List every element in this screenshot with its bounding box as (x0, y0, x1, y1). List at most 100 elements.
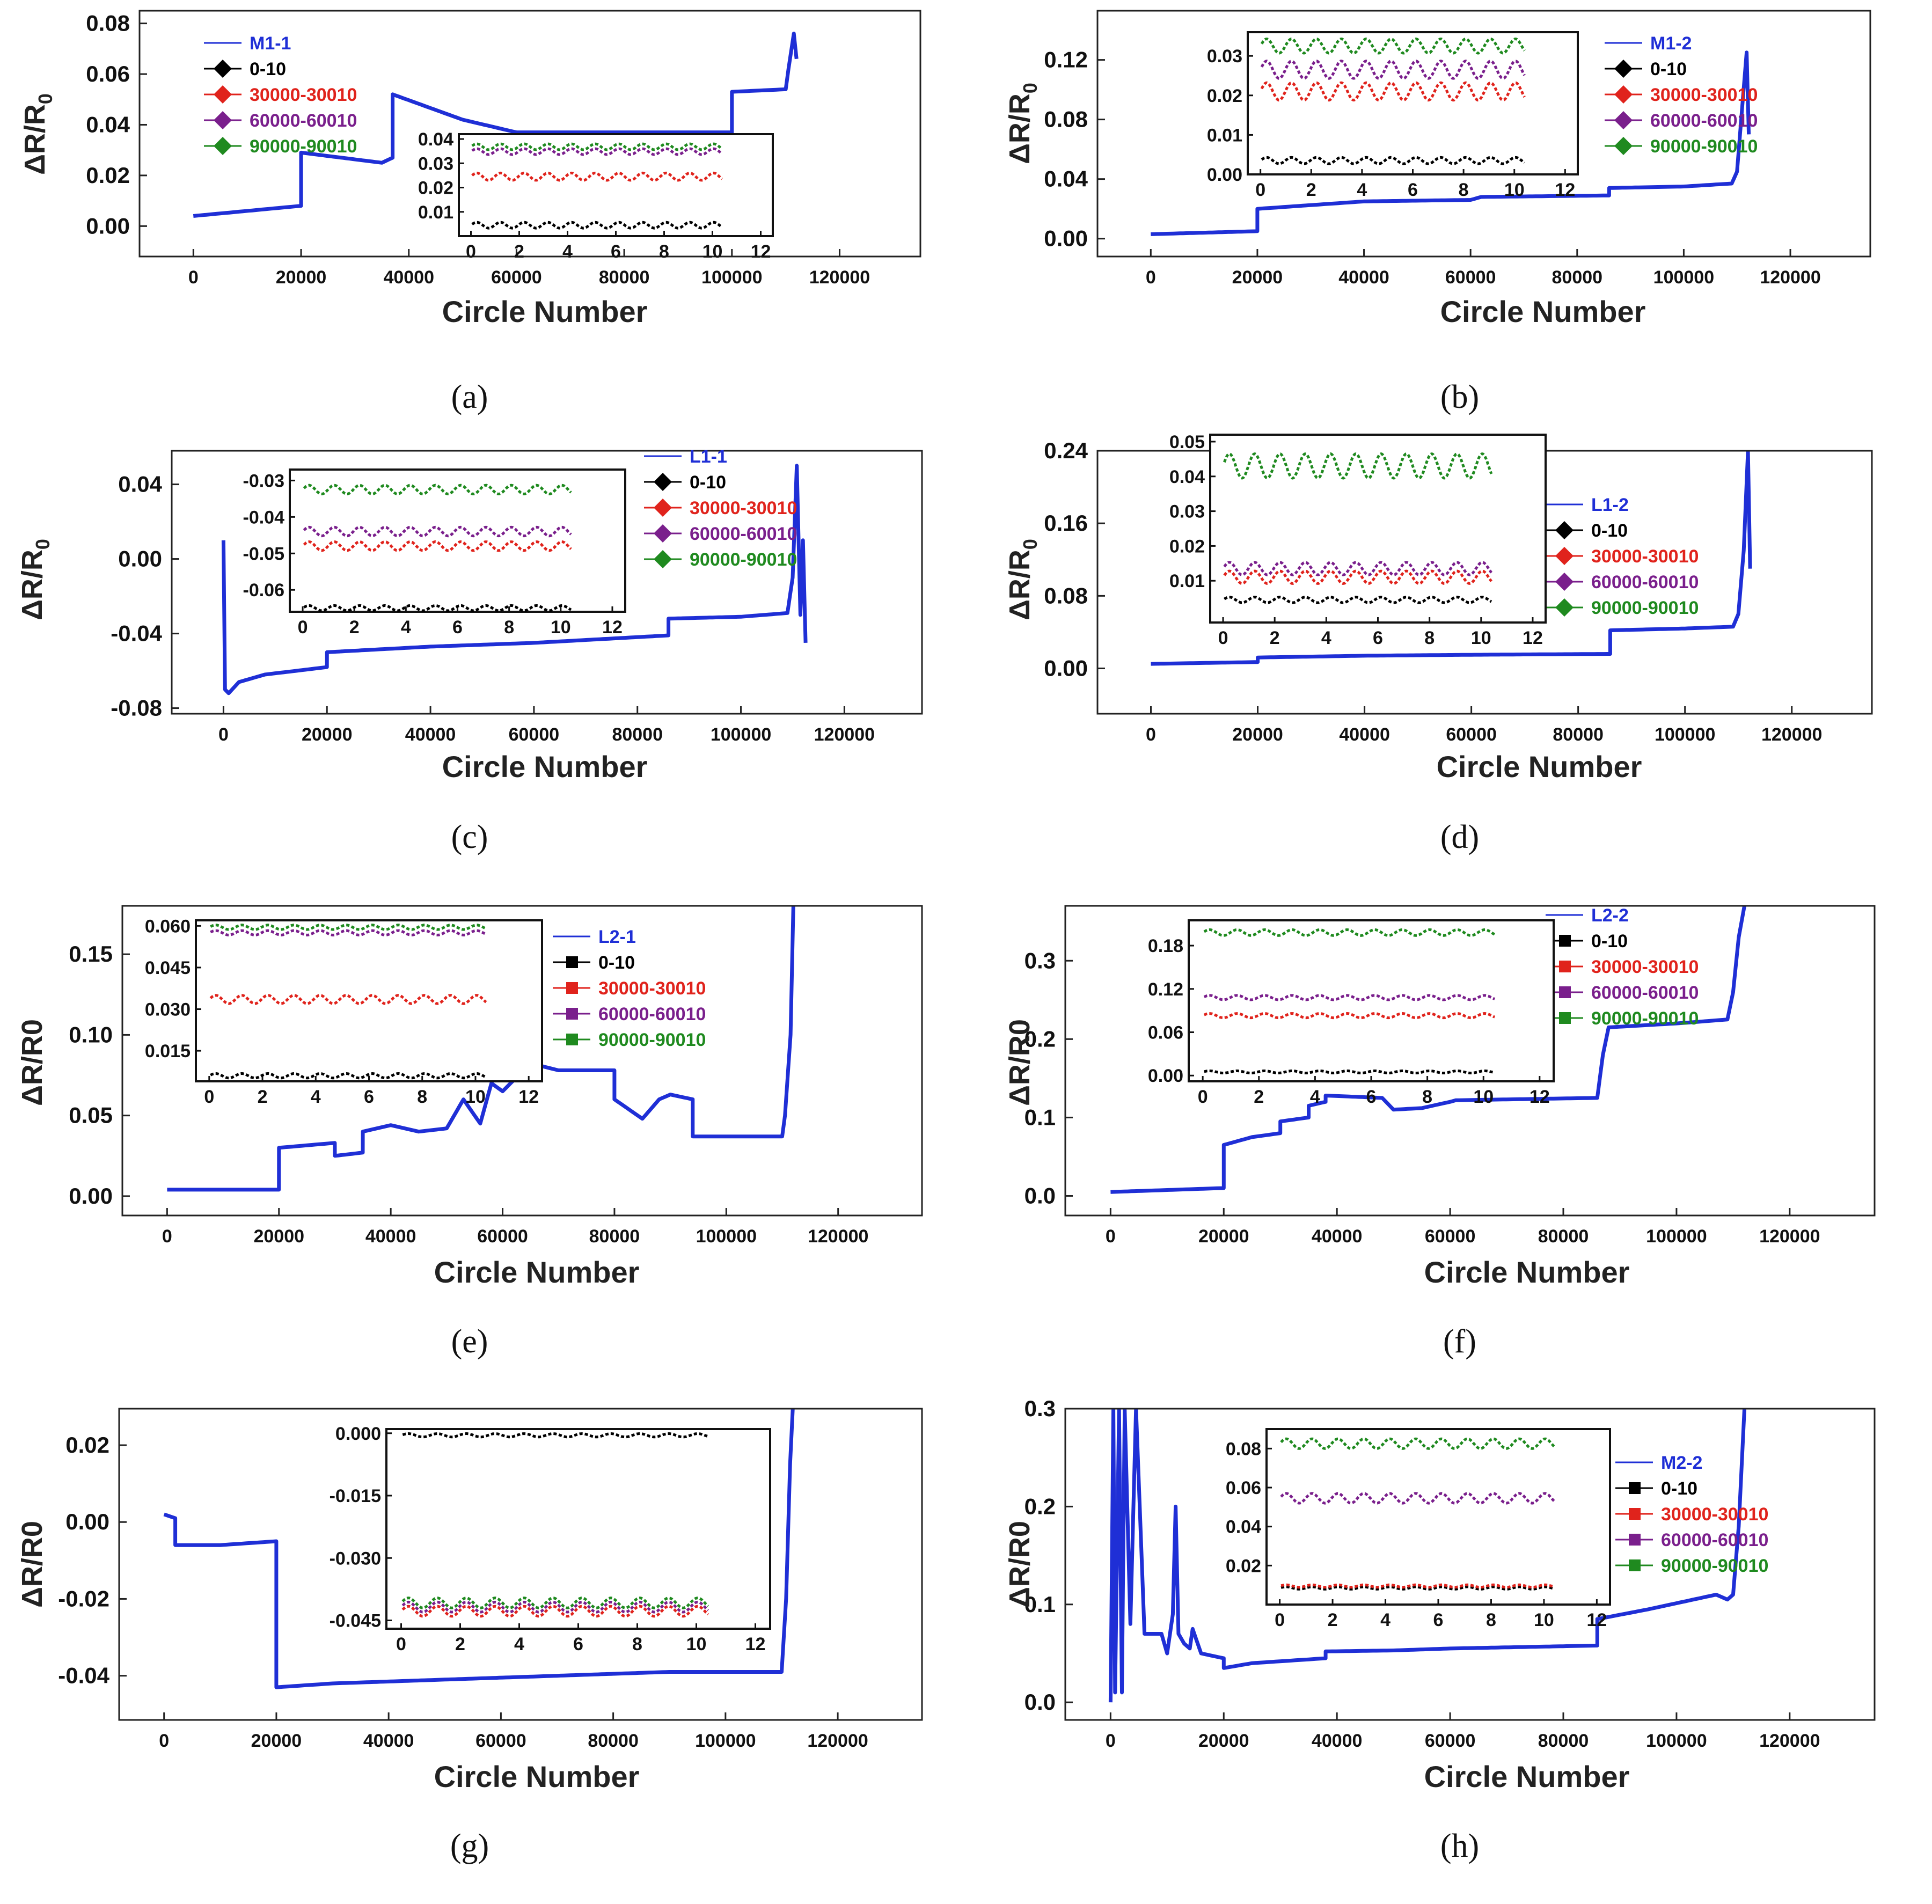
inset-x-tick-label: 12 (1555, 180, 1575, 200)
inset-series-60000-60010 (1223, 561, 1492, 576)
inset-series-0-10 (210, 1072, 487, 1080)
legend-entry: 90000-90010 (1591, 598, 1699, 618)
legend-marker (654, 499, 672, 517)
x-tick-label: 0 (162, 1226, 172, 1247)
inset-y-tick-label: -0.015 (330, 1486, 381, 1506)
inset-x-tick-label: 12 (1586, 1610, 1607, 1630)
legend-entry: 60000-60010 (598, 1004, 706, 1024)
x-tick-label: 20000 (276, 267, 327, 288)
inset-series-60000-60010 (1203, 994, 1496, 1001)
y-tick-label: 0.02 (86, 163, 130, 188)
series-line-M1-1 (193, 32, 799, 218)
inset-series-30000-30010 (303, 540, 572, 552)
inset-series-30000-30010 (471, 171, 723, 182)
y-tick-label: 0.16 (1044, 510, 1088, 536)
inset-x-tick-label: 10 (702, 241, 723, 262)
y-tick-label: 0.2 (1024, 1493, 1056, 1519)
inset-series-30000-30010 (1223, 569, 1492, 585)
inset-x-tick-label: 12 (751, 241, 771, 262)
inset-y-tick-label: 0.02 (1226, 1556, 1261, 1576)
plot-frame (138, 10, 921, 258)
inset-x-tick-label: 10 (465, 1087, 486, 1107)
legend-entry: 0-10 (598, 953, 635, 973)
inset-x-tick-label: 10 (1473, 1087, 1494, 1107)
y-tick-label: 0.2 (1024, 1026, 1056, 1051)
inset-x-tick-label: 6 (1373, 628, 1383, 648)
inset-y-tick-label: 0.02 (1207, 86, 1242, 106)
legend-entry: 0-10 (1661, 1478, 1697, 1499)
legend-marker (654, 550, 672, 568)
inset: 0 2 4 6 8 10 12 0.00 0.06 0.12 0.18 (1148, 919, 1555, 1107)
inset-x-tick-label: 2 (455, 1634, 465, 1654)
inset-y-tick-label: 0.06 (1226, 1478, 1261, 1498)
inset-x-tick-label: 12 (745, 1634, 766, 1654)
inset-frame (385, 1428, 771, 1630)
x-tick-label: 20000 (1232, 267, 1283, 288)
inset-x-tick-label: 8 (1459, 180, 1469, 200)
inset-series-30000-30010 (1260, 81, 1526, 102)
x-tick-label: 120000 (808, 1226, 868, 1247)
x-tick-label: 100000 (695, 1731, 756, 1751)
inset-x-tick-label: 6 (1408, 180, 1418, 200)
inset-series-0-10 (1280, 1585, 1555, 1591)
y-tick-label: 0.10 (69, 1022, 113, 1047)
legend-entry: 60000-60010 (1591, 572, 1699, 592)
inset-y-tick-label: 0.08 (1226, 1439, 1261, 1459)
inset-series-60000-60010 (210, 929, 487, 936)
x-tick-label: 0 (1146, 724, 1156, 745)
legend-marker (654, 473, 672, 491)
y-tick-label: -0.04 (111, 621, 162, 646)
x-tick-label: 60000 (1446, 724, 1497, 745)
panel-caption: (h) (1440, 1828, 1479, 1864)
inset-x-tick-label: 12 (1523, 628, 1543, 648)
inset-x-tick-label: 0 (1275, 1610, 1285, 1630)
panel-d: 0 20000 40000 60000 80000 100000 120000 0.00 0.0… (1004, 432, 1873, 855)
inset-x-tick-label: 10 (1471, 628, 1491, 648)
inset-y-tick-label: 0.00 (1148, 1066, 1183, 1086)
legend-marker (566, 956, 578, 968)
inset-series-60000-60010 (1280, 1492, 1556, 1505)
inset-series-30000-30010 (1280, 1583, 1555, 1589)
y-tick-label: 0.24 (1044, 438, 1088, 463)
inset-x-tick-label: 4 (401, 617, 411, 638)
x-tick-label: 40000 (365, 1226, 416, 1247)
panel-c: 0 20000 40000 60000 80000 100000 120000 -0.08 -0… (16, 446, 923, 855)
inset-y-tick-label: 0.060 (145, 916, 191, 936)
inset-x-tick-label: 12 (518, 1087, 539, 1107)
x-tick-label: 20000 (1198, 1731, 1249, 1751)
inset: 0 2 4 6 8 10 12 0.02 0.04 0.06 0.08 (1226, 1428, 1611, 1630)
y-tick-label: 0.0 (1024, 1689, 1056, 1715)
y-tick-label: 0.00 (65, 1509, 109, 1534)
inset-x-tick-label: 0 (1255, 180, 1265, 200)
x-tick-label: 80000 (612, 724, 663, 745)
legend-marker (1629, 1559, 1641, 1571)
x-tick-label: 0 (1106, 1731, 1116, 1751)
inset-x-tick-label: 6 (573, 1634, 583, 1654)
legend-marker (1629, 1534, 1641, 1546)
y-tick-label: 0.08 (86, 11, 130, 36)
y-tick-label: 0.08 (1044, 583, 1088, 608)
legend-marker (214, 111, 232, 129)
panel-g: 0 20000 40000 60000 80000 100000 120000 -0.04 -0… (16, 1408, 923, 1864)
inset-y-tick-label: 0.02 (1169, 536, 1205, 556)
legend-entry: 60000-60010 (1650, 111, 1758, 131)
legend-entry: 90000-90010 (598, 1030, 706, 1050)
legend-marker (566, 982, 578, 994)
x-tick-label: 120000 (807, 1731, 868, 1751)
legend-marker (1629, 1482, 1641, 1494)
x-tick-label: 40000 (405, 724, 456, 745)
inset-x-tick-label: 4 (1321, 628, 1331, 648)
inset-x-tick-label: 0 (396, 1634, 406, 1654)
inset-x-tick-label: 8 (1486, 1610, 1496, 1630)
inset-y-tick-label: 0.12 (1148, 979, 1183, 1000)
x-tick-label: 60000 (475, 1731, 526, 1751)
inset-y-tick-label: 0.030 (145, 1000, 191, 1020)
panel-caption: (d) (1440, 819, 1479, 855)
inset-y-tick-label: 0.03 (1169, 502, 1205, 522)
x-tick-label: 80000 (1538, 1226, 1589, 1247)
x-axis-label: Circle Number (1424, 1255, 1630, 1289)
legend-marker (566, 1008, 578, 1020)
inset: 0 2 4 6 8 10 12 0.01 0.02 0.03 0.04 0.05 (1169, 432, 1547, 648)
inset-x-tick-label: 2 (258, 1087, 268, 1107)
